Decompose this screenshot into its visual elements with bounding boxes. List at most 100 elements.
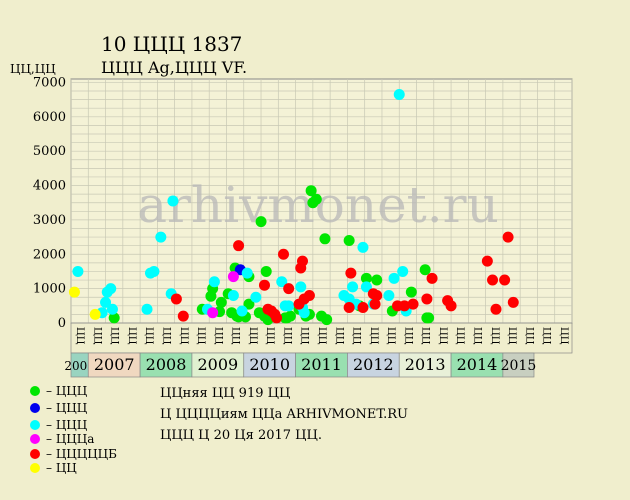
x-tick-label: ЦЦ	[402, 327, 413, 345]
data-point	[72, 265, 84, 277]
x-tick-label: ЦЦ	[523, 327, 534, 345]
legend-label-4: – ЦЦЦЦЦБ	[46, 447, 117, 461]
data-point	[106, 303, 118, 315]
legend-item-2: – ЦЦЦ	[30, 418, 87, 432]
year-label: 2011	[301, 355, 342, 374]
x-tick-label: ЦЦ	[316, 327, 327, 345]
legend-dot-1	[30, 403, 40, 413]
footer-info: ЦЦняя ЦЦ 919 ЦЦ Ц ЦЦЦЦиям ЦЦа ARHIVMONET…	[160, 383, 408, 446]
legend-dot-0	[30, 386, 40, 396]
legend-label-5: – ЦЦ	[46, 461, 77, 475]
data-point	[398, 300, 410, 312]
data-point	[357, 241, 369, 253]
data-point	[148, 265, 160, 277]
y-tick-label: 0	[58, 316, 66, 331]
data-point	[89, 308, 101, 320]
data-point	[423, 312, 435, 324]
data-point	[343, 235, 355, 247]
data-point	[108, 312, 120, 324]
data-point	[371, 274, 383, 286]
series-4	[170, 231, 519, 324]
watermark-text: arhivmonet.ru	[137, 176, 499, 234]
year-band	[243, 352, 296, 378]
series-3	[207, 271, 239, 319]
year-label: 2006	[64, 359, 95, 373]
x-tick-label: ЦЦ	[333, 327, 344, 345]
data-point	[369, 298, 381, 310]
data-point	[241, 267, 253, 279]
data-point	[499, 274, 511, 286]
year-label: 2010	[249, 355, 290, 374]
x-tick-label: ЦЦ	[351, 327, 362, 345]
x-tick-label: ЦЦ	[489, 327, 500, 345]
data-point	[227, 290, 239, 302]
legend-item-3: – ЦЦЦа	[30, 432, 94, 446]
y-tick-label: 6000	[33, 110, 66, 125]
x-tick-label: ЦЦ	[437, 327, 448, 345]
legend-item-4: – ЦЦЦЦЦБ	[30, 447, 117, 461]
data-point	[319, 233, 331, 245]
legend-label-0: – ЦЦЦ	[46, 384, 88, 398]
x-tick-label: ЦЦ	[247, 327, 258, 345]
x-tick-label: ЦЦ	[109, 327, 120, 345]
data-point	[421, 293, 433, 305]
legend-label-1: – ЦЦЦ	[46, 401, 88, 415]
data-point	[347, 281, 359, 293]
year-label: 2008	[146, 355, 187, 374]
data-point	[360, 272, 372, 284]
data-point	[283, 283, 295, 295]
data-point	[393, 88, 405, 100]
x-tick-label: ЦЦ	[454, 327, 465, 345]
year-band	[398, 352, 452, 378]
x-tick-label: ЦЦ	[541, 327, 552, 345]
chart-subtitle: ЦЦЦ Ag,ЦЦЦ VF.	[101, 58, 248, 77]
data-point	[260, 265, 272, 277]
chart-title: 10 ЦЦЦ 1837	[101, 32, 243, 56]
legend-item-0: – ЦЦЦ	[30, 384, 87, 398]
legend-dot-5	[30, 463, 40, 473]
y-axis-unit: ЦЦ,ЦЦ	[10, 62, 56, 76]
data-point	[397, 265, 409, 277]
x-tick-label: ЦЦ	[212, 327, 223, 345]
data-point	[277, 248, 289, 260]
data-point	[388, 272, 400, 284]
data-point	[321, 314, 333, 326]
data-point	[360, 281, 372, 293]
data-point	[345, 267, 357, 279]
legend-label-2: – ЦЦЦ	[46, 418, 88, 432]
data-point	[283, 300, 295, 312]
data-point	[295, 281, 307, 293]
y-tick-label: 7000	[33, 75, 66, 90]
x-tick-label: ЦЦ	[420, 327, 431, 345]
data-point	[487, 274, 499, 286]
data-point	[490, 303, 502, 315]
x-tick-label: ЦЦ	[126, 327, 137, 345]
data-point	[357, 302, 369, 314]
data-point	[276, 276, 288, 288]
year-label: 2009	[197, 355, 238, 374]
data-point	[419, 264, 431, 276]
x-tick-label: ЦЦ	[91, 327, 102, 345]
data-point	[255, 216, 267, 228]
x-tick-label: ЦЦ	[506, 327, 517, 345]
legend-dot-2	[30, 420, 40, 430]
x-tick-label: ЦЦ	[471, 327, 482, 345]
footer-line-2: Ц ЦЦЦЦиям ЦЦа ARHIVMONET.RU	[160, 407, 408, 422]
data-point	[271, 312, 283, 324]
footer-line-3: ЦЦЦ Ц 20 Ця 2017 ЦЦ.	[160, 428, 322, 443]
y-tick-label: 5000	[33, 144, 66, 159]
year-label: 2014	[457, 355, 498, 374]
legend-item-1: – ЦЦЦ	[30, 401, 87, 415]
data-point	[141, 303, 153, 315]
data-point	[177, 310, 189, 322]
data-point	[236, 305, 248, 317]
series-2	[72, 88, 412, 319]
data-point	[296, 255, 308, 267]
data-point	[155, 231, 167, 243]
x-tick-label: ЦЦ	[281, 327, 292, 345]
x-tick-label: ЦЦ	[264, 327, 275, 345]
data-point	[303, 290, 315, 302]
data-point	[343, 302, 355, 314]
